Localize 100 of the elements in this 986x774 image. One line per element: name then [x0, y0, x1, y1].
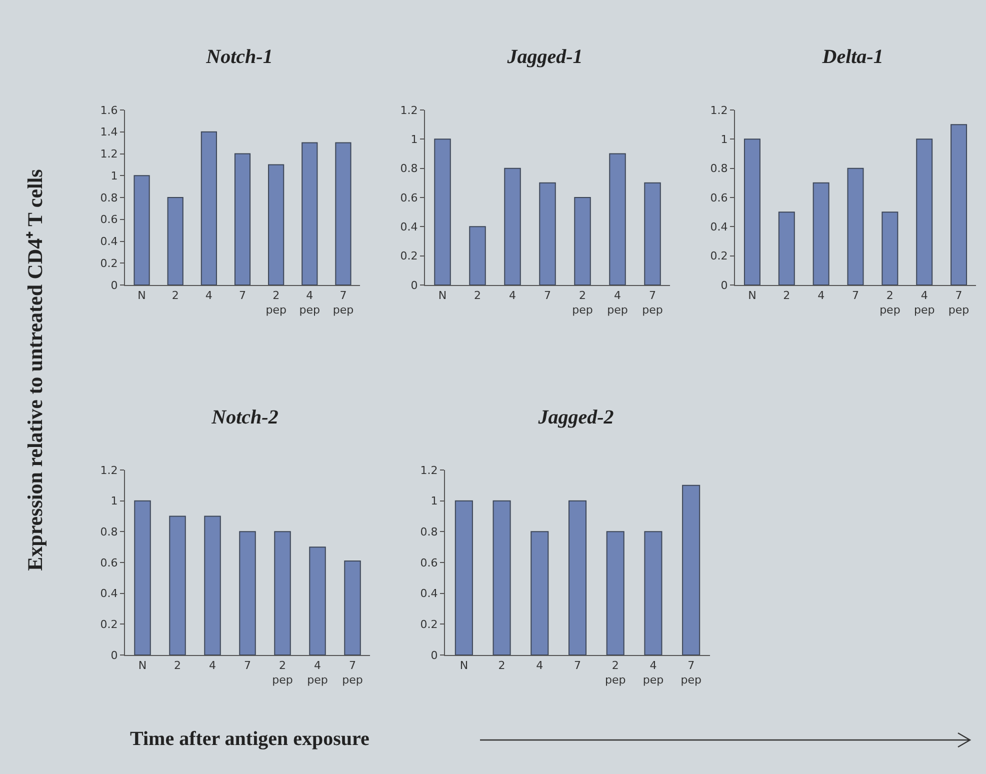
bar — [274, 531, 291, 655]
y-tick-label: 1 — [410, 133, 418, 146]
x-tick-label: 4 — [205, 289, 212, 302]
x-tick-label: N — [438, 289, 447, 302]
bar — [644, 531, 662, 655]
x-tick-label: 7 pep — [342, 659, 363, 686]
y-tick-label: 0.8 — [710, 162, 728, 176]
x-tick-label: N — [460, 659, 468, 672]
x-tick-label: 4 pep — [307, 659, 328, 686]
y-tick-label: 1.2 — [710, 104, 728, 117]
bar — [574, 197, 591, 285]
x-tick-label: 2 — [174, 659, 181, 672]
bar — [335, 142, 352, 285]
y-tick-label: 0.8 — [400, 162, 418, 176]
y-tick-label: 1 — [720, 133, 728, 146]
x-tick-label: 7 pep — [332, 289, 354, 316]
x-tick-label: 4 pep — [642, 659, 664, 686]
chart-title: Notch-2 — [210, 406, 278, 428]
bar — [302, 142, 318, 285]
x-tick-label: 4 pep — [299, 289, 320, 316]
x-tick-label: 2 — [172, 289, 179, 302]
bar — [234, 153, 251, 285]
y-tick-label: 1.2 — [100, 464, 118, 477]
y-tick-label: 1.6 — [100, 104, 118, 117]
bar — [644, 182, 661, 285]
x-tick-label: 7 — [239, 289, 246, 302]
bar — [606, 531, 624, 655]
chart-title: Notch-1 — [205, 46, 273, 68]
x-tick-label: 2 pep — [266, 289, 286, 316]
y-tick-label: 0 — [110, 278, 118, 292]
bar — [167, 197, 184, 285]
x-tick-label: N — [748, 289, 756, 302]
y-tick-label: 0 — [720, 278, 728, 292]
x-tick-label: N — [138, 289, 146, 302]
bar — [916, 138, 933, 285]
x-tick-label: 4 — [818, 289, 825, 302]
y-tick-label: 0.8 — [420, 526, 438, 539]
y-tick-label: 0.4 — [400, 220, 418, 234]
y-tick-label: 0.4 — [100, 587, 118, 600]
x-tick-label: 2 pep — [604, 659, 626, 686]
y-tick-label: 0.2 — [100, 256, 118, 270]
y-tick-label: 0.6 — [100, 213, 118, 226]
bar — [539, 182, 556, 285]
x-tick-label: 7 — [852, 289, 859, 302]
bar — [309, 546, 326, 655]
bar — [778, 212, 795, 285]
x-tick-label: 4 — [536, 659, 544, 672]
y-tick-label: 0.4 — [100, 235, 118, 248]
bar — [134, 175, 150, 285]
bar — [847, 168, 864, 285]
x-tick-label: 7 — [244, 659, 251, 672]
x-tick-label: 7 — [544, 289, 551, 302]
y-tick-label: 0.8 — [100, 191, 118, 204]
y-tick-label: 0 — [430, 648, 438, 662]
bar — [504, 168, 521, 285]
y-tick-label: 0.6 — [100, 556, 118, 570]
bar — [682, 484, 700, 655]
bar — [492, 500, 511, 655]
x-tick-label: 2 pep — [272, 659, 293, 686]
bar — [200, 131, 217, 285]
bar — [239, 531, 256, 655]
bar — [530, 531, 549, 655]
bar — [344, 560, 361, 655]
bar — [609, 153, 626, 285]
y-tick-label: 0 — [410, 278, 418, 292]
y-tick-label: 0.6 — [710, 191, 728, 204]
y-tick-label: 0 — [110, 648, 118, 662]
y-tick-label: 1.4 — [100, 126, 118, 139]
y-tick-label: 0.4 — [710, 220, 728, 234]
bar — [812, 182, 830, 285]
x-tick-label: 7 — [574, 659, 581, 672]
x-tick-label: 2 pep — [880, 289, 900, 316]
x-tick-label: 7 pep — [680, 659, 702, 686]
y-tick-label: 0.2 — [100, 618, 118, 632]
y-tick-label: 0.2 — [420, 618, 438, 632]
bar — [204, 516, 221, 655]
y-tick-label: 0.8 — [100, 526, 118, 539]
y-tick-label: 0.2 — [710, 250, 728, 263]
y-tick-label: 1 — [110, 494, 118, 508]
y-axis-title: Expression relative to untreated CD4⁺ T cells — [22, 169, 48, 571]
y-tick-label: 1.2 — [420, 464, 438, 477]
x-tick-label: 4 — [209, 659, 216, 672]
x-tick-label: 7 pep — [948, 289, 970, 316]
x-tick-label: 2 — [498, 659, 506, 672]
bar — [950, 124, 968, 285]
y-tick-label: 1.2 — [400, 104, 418, 117]
chart-title: Jagged-2 — [537, 406, 614, 428]
bar — [434, 138, 451, 285]
x-tick-label: 2 — [783, 289, 790, 302]
bar — [268, 164, 284, 285]
bar — [568, 500, 587, 655]
y-tick-label: 1 — [430, 494, 438, 508]
x-tick-label: 2 pep — [572, 289, 593, 316]
x-tick-label: 7 pep — [642, 289, 663, 316]
y-tick-label: 0.2 — [400, 250, 418, 263]
x-tick-label: 4 pep — [607, 289, 628, 316]
bar — [469, 226, 486, 285]
y-tick-label: 0.4 — [420, 587, 438, 600]
bar — [882, 212, 898, 285]
bar — [454, 500, 473, 655]
